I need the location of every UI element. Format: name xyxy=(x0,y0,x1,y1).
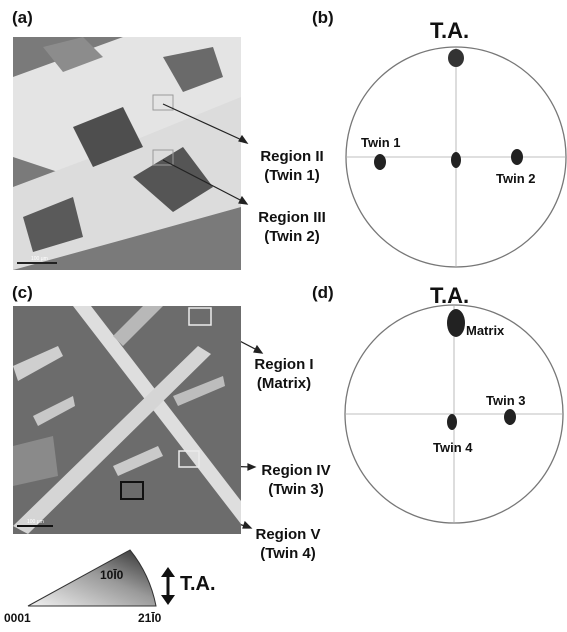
micrograph-c-image xyxy=(13,306,241,534)
pole-figure-b xyxy=(345,46,567,268)
pole-figure-b-axis-label: T.A. xyxy=(430,18,470,43)
micrograph-c: 100 μm xyxy=(13,306,241,534)
micrograph-a-image xyxy=(13,37,241,270)
pole-figure-d xyxy=(344,304,564,524)
legend-label-top: 10Ī0 xyxy=(100,568,124,582)
legend-arrow-label: T.A. xyxy=(180,573,216,595)
region-label-i: Region I (Matrix) xyxy=(242,355,326,393)
region-sub: (Twin 2) xyxy=(264,228,320,245)
pole-label-twin-2: Twin 2 xyxy=(496,171,536,186)
micrograph-a: 100 μm xyxy=(13,37,241,270)
region-name: Region IV xyxy=(261,462,331,479)
legend-label-bottom-left: 0001 xyxy=(4,611,31,625)
region-sub: (Matrix) xyxy=(256,375,312,392)
region-name: Region III xyxy=(258,209,326,226)
panel-letter-c: (c) xyxy=(12,283,33,302)
region-name: Region I xyxy=(254,356,314,373)
pole-label-twin-3: Twin 3 xyxy=(486,393,526,408)
panel-letter-d: (d) xyxy=(312,283,334,302)
region-sub: (Twin 4) xyxy=(260,545,316,562)
pole-label-twin-1: Twin 1 xyxy=(361,135,401,150)
region-label-iii: Region III (Twin 2) xyxy=(246,208,338,246)
region-label-v: Region V (Twin 4) xyxy=(246,525,330,563)
region-label-iv: Region IV (Twin 3) xyxy=(250,461,342,499)
tensile-axis-arrow-icon xyxy=(161,567,175,605)
panel-letter-a: (a) xyxy=(12,8,33,27)
scale-bar-label-c: 100 μm xyxy=(27,519,44,525)
pole-figure-d-axis-label: T.A. xyxy=(430,283,470,308)
pole-label-twin-4: Twin 4 xyxy=(433,440,473,455)
panel-letter-b: (b) xyxy=(312,8,334,27)
scale-bar-label-a: 100 μm xyxy=(31,256,48,262)
region-sub: (Twin 3) xyxy=(268,481,324,498)
region-name: Region V xyxy=(255,526,321,543)
region-label-ii: Region II (Twin 1) xyxy=(246,147,338,185)
region-sub: (Twin 1) xyxy=(264,167,320,184)
region-name: Region II xyxy=(260,148,324,165)
pole-label-matrix: Matrix xyxy=(466,323,505,338)
legend-label-bottom-right: 21Ī0 xyxy=(138,611,162,625)
inverse-pole-figure-legend xyxy=(27,549,157,607)
